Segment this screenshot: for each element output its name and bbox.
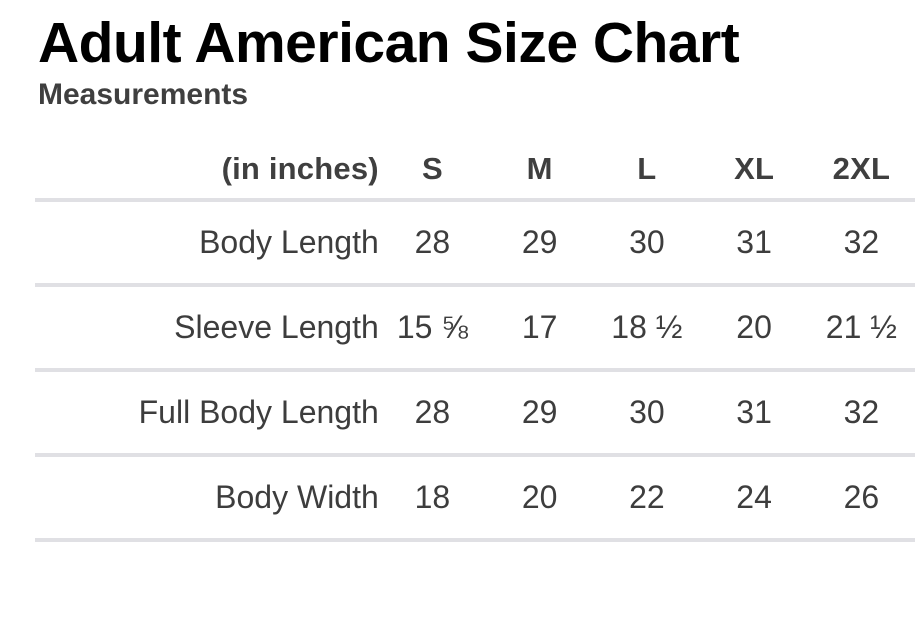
cell-body-length-xl: 31 [736, 224, 772, 260]
cell-body-width-m: 20 [521, 479, 558, 515]
table-header: (in inches) S M L XL 2XL [35, 140, 915, 200]
page-subtitle: Measurements [38, 78, 249, 111]
cell-full-body-length-2xl: 32 [843, 394, 880, 430]
cell-body-length-l: 30 [629, 224, 665, 260]
column-header-units: (in inches) [221, 151, 379, 186]
row-label-body-width: Body Width [215, 479, 379, 515]
cell-body-width-xl: 24 [736, 479, 772, 515]
cell-sleeve-length-xl: 20 [736, 309, 772, 345]
cell-body-width-2xl: 26 [843, 479, 880, 515]
size-chart-table: (in inches) S M L XL 2XL Body Length 28 … [35, 140, 915, 542]
row-label-sleeve-length: Sleeve Length [174, 309, 379, 345]
cell-sleeve-length-m: 17 [521, 309, 558, 345]
column-header-m: M [526, 151, 553, 186]
title-block: Adult American Size Chart Measurements [0, 0, 917, 112]
cell-sleeve-length-s: 15 ⅝ [396, 309, 468, 345]
table-body: Body Length 28 29 30 31 32 Sleeve Length… [35, 200, 915, 540]
cell-sleeve-length-2xl: 21 ½ [825, 309, 897, 345]
column-header-2xl: 2XL [832, 151, 891, 186]
table-row: Body Length 28 29 30 31 32 [35, 200, 915, 285]
cell-full-body-length-m: 29 [521, 394, 558, 430]
cell-body-length-2xl: 32 [843, 224, 880, 260]
column-header-s: S [421, 151, 443, 186]
table-header-row: (in inches) S M L XL 2XL [35, 140, 915, 200]
table-row: Full Body Length 28 29 30 31 32 [35, 370, 915, 455]
cell-body-length-m: 29 [521, 224, 558, 260]
cell-body-width-l: 22 [629, 479, 665, 515]
table-row: Sleeve Length 15 ⅝ 17 18 ½ 20 21 ½ [35, 285, 915, 370]
table-row: Body Width 18 20 22 24 26 [35, 455, 915, 540]
row-label-body-length: Body Length [199, 224, 379, 260]
cell-full-body-length-xl: 31 [736, 394, 772, 430]
cell-body-length-s: 28 [414, 224, 451, 260]
cell-full-body-length-s: 28 [414, 394, 451, 430]
size-chart-table-wrapper: (in inches) S M L XL 2XL Body Length 28 … [0, 140, 917, 542]
cell-full-body-length-l: 30 [629, 394, 665, 430]
column-header-xl: XL [734, 151, 775, 186]
column-header-l: L [637, 151, 657, 186]
page-title: Adult American Size Chart [38, 11, 740, 75]
cell-sleeve-length-l: 18 ½ [611, 309, 683, 345]
cell-body-width-s: 18 [414, 479, 451, 515]
row-label-full-body-length: Full Body Length [138, 394, 379, 430]
